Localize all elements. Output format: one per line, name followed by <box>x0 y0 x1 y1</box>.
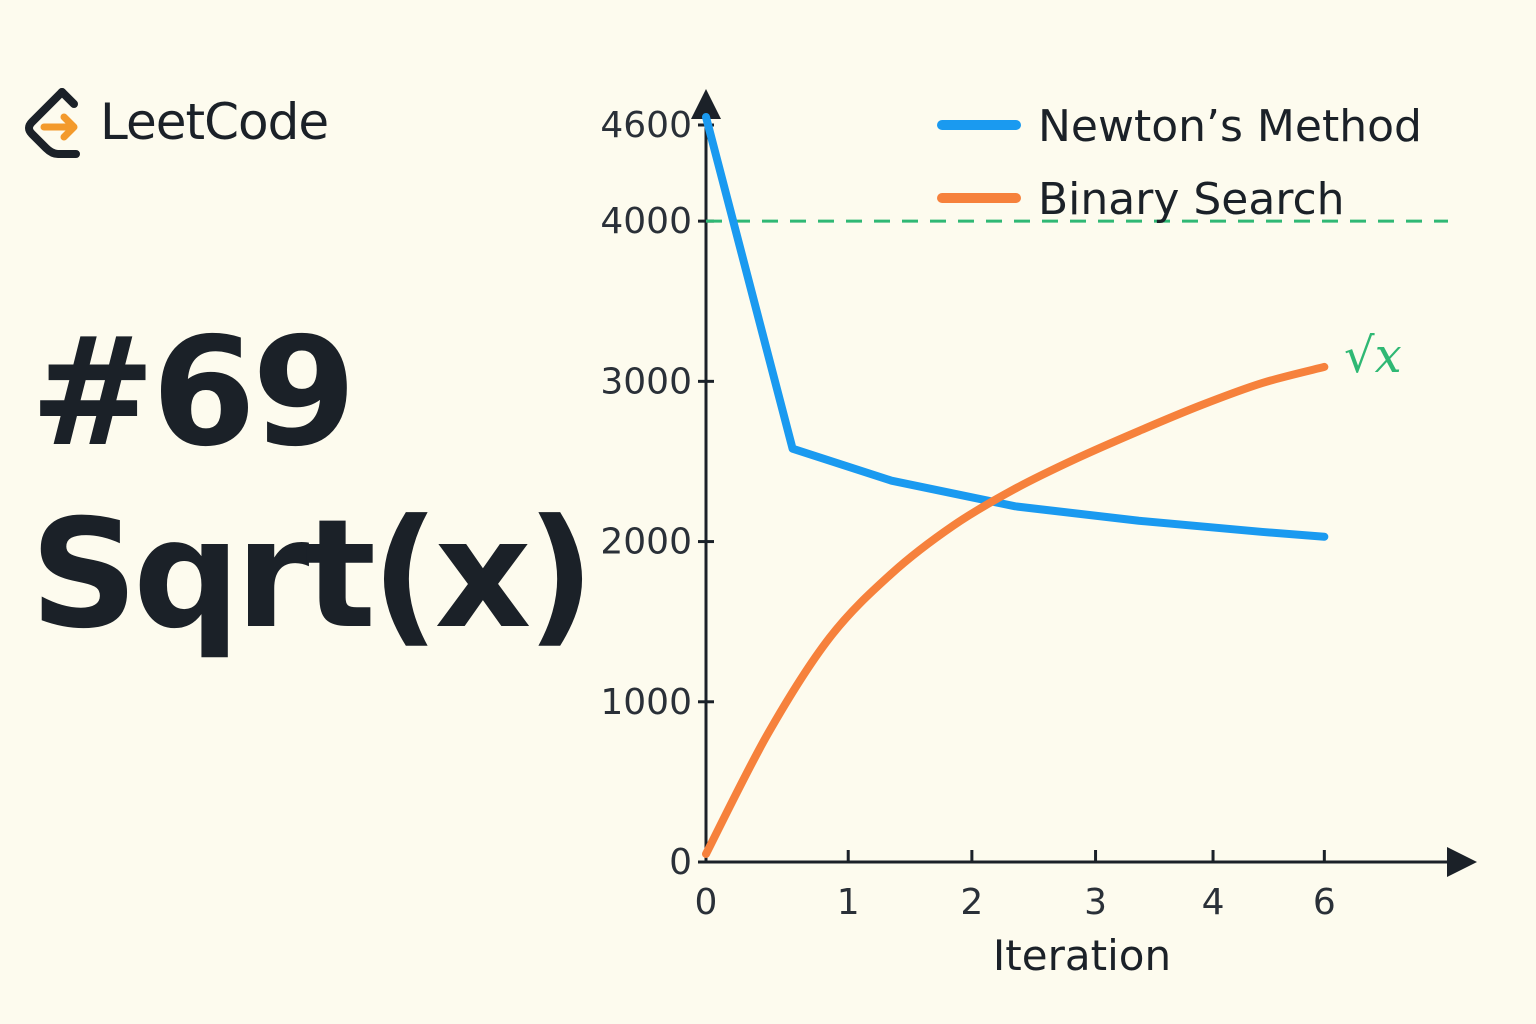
problem-name: Sqrt(x) <box>30 488 595 662</box>
problem-number: #69 <box>30 306 356 480</box>
x-tick-label: 2 <box>960 882 983 923</box>
logo-text: LeetCode <box>100 93 329 151</box>
x-tick-label: 3 <box>1084 882 1107 923</box>
logo: LeetCode <box>22 84 329 160</box>
series-line-binary-search <box>702 362 1329 858</box>
x-tick-label: 4 <box>1202 882 1225 923</box>
y-tick-label: 0 <box>669 842 692 883</box>
x-tick-label: 1 <box>837 882 860 923</box>
y-tick-label: 4600 <box>600 105 692 146</box>
y-tick-label: 3000 <box>600 361 692 402</box>
y-tick-label: 2000 <box>600 522 692 563</box>
legend-label: Binary Search <box>1038 174 1345 225</box>
x-axis-label: Iteration <box>993 931 1171 980</box>
legend-label: Newton’s Method <box>1038 101 1422 152</box>
leetcode-logo-icon <box>25 88 80 158</box>
x-tick-label: 0 <box>695 882 718 923</box>
y-tick-label: 1000 <box>600 682 692 723</box>
y-tick-label: 4000 <box>600 201 692 242</box>
series-line-newtons-method <box>702 112 1329 541</box>
x-tick-label: 6 <box>1313 882 1336 923</box>
sqrt-reference-label: √x <box>1344 328 1402 384</box>
